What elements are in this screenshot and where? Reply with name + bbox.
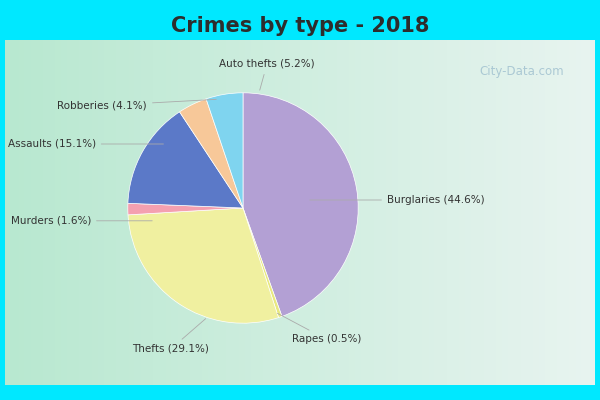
Text: Auto thefts (5.2%): Auto thefts (5.2%) <box>219 59 315 90</box>
Text: Burglaries (44.6%): Burglaries (44.6%) <box>310 195 485 205</box>
Wedge shape <box>128 203 243 215</box>
Wedge shape <box>128 112 243 208</box>
Wedge shape <box>206 93 243 208</box>
Wedge shape <box>128 208 278 323</box>
Text: Murders (1.6%): Murders (1.6%) <box>11 216 152 226</box>
Text: City-Data.com: City-Data.com <box>479 66 565 78</box>
Text: Rapes (0.5%): Rapes (0.5%) <box>277 313 361 344</box>
Wedge shape <box>179 99 243 208</box>
Text: Crimes by type - 2018: Crimes by type - 2018 <box>171 16 429 36</box>
Text: Thefts (29.1%): Thefts (29.1%) <box>133 319 209 354</box>
Wedge shape <box>243 93 358 316</box>
Wedge shape <box>243 208 282 318</box>
Text: Robberies (4.1%): Robberies (4.1%) <box>58 99 216 111</box>
Text: Assaults (15.1%): Assaults (15.1%) <box>8 139 163 149</box>
